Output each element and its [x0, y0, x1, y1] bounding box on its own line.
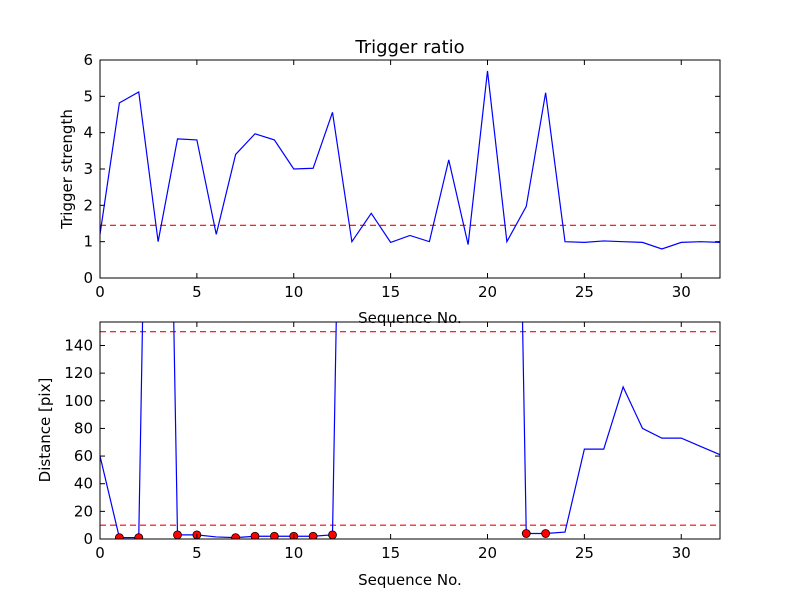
- y-tick-label: 2: [83, 196, 93, 214]
- x-tick-label: 10: [284, 544, 303, 562]
- data-point: [521, 529, 531, 538]
- y-axis-label: Trigger strength: [58, 109, 76, 230]
- axes-frame: [99, 321, 721, 540]
- data-point: [114, 533, 124, 539]
- data-point: [250, 531, 260, 539]
- data-point: [308, 531, 318, 539]
- trigger-ratio-chart: Trigger ratio 0 5 10 15 20 25 30 0 1 2 3 4 5 6 Sequen…: [58, 37, 721, 327]
- data-point: [231, 533, 241, 539]
- x-tick-label: 15: [381, 544, 400, 562]
- y-tick-label: 120: [64, 364, 93, 382]
- y-tick-label: 6: [83, 51, 93, 69]
- plot-area: [100, 70, 720, 250]
- x-tick-label: 15: [381, 283, 400, 301]
- tick-marks: 0 5 10 15 20 25 30 0 20 40 60 80 100 120 140: [64, 322, 720, 562]
- data-point: [173, 530, 182, 539]
- y-tick-label: 20: [74, 502, 93, 520]
- x-tick-label: 30: [672, 283, 691, 301]
- chart-title: Trigger ratio: [354, 37, 464, 58]
- y-tick-label: 100: [64, 392, 93, 410]
- x-axis-label: Sequence No.: [358, 571, 462, 589]
- x-axis-label: Sequence No.: [358, 309, 462, 327]
- data-point: [269, 531, 279, 539]
- y-tick-label: 3: [83, 160, 93, 178]
- distance-chart: 0 5 10 15 20 25 30 0 20 40 60 80 100 120 140 Sequence …: [36, 321, 721, 589]
- x-tick-label: 10: [284, 283, 303, 301]
- y-tick-label: 1: [83, 233, 93, 251]
- y-tick-label: 0: [83, 530, 93, 548]
- data-point: [328, 530, 337, 539]
- series-line: [100, 70, 720, 250]
- x-tick-label: 0: [95, 283, 105, 301]
- y-tick-label: 60: [74, 447, 93, 465]
- y-tick-label: 80: [74, 419, 93, 437]
- y-axis-label: Distance [pix]: [36, 378, 54, 483]
- y-tick-label: 40: [74, 475, 93, 493]
- x-tick-label: 20: [478, 544, 497, 562]
- plot-area: [100, 322, 720, 539]
- y-tick-label: 4: [83, 124, 93, 142]
- series-line: [100, 322, 720, 539]
- x-tick-label: 5: [192, 544, 202, 562]
- x-tick-label: 20: [478, 283, 497, 301]
- x-tick-label: 25: [575, 544, 594, 562]
- x-tick-label: 25: [575, 283, 594, 301]
- x-tick-label: 30: [672, 544, 691, 562]
- data-point: [134, 533, 144, 539]
- y-tick-label: 0: [83, 269, 93, 287]
- y-tick-label: 5: [83, 87, 93, 105]
- tick-marks: 0 5 10 15 20 25 30 0 1 2 3 4 5 6: [83, 51, 720, 301]
- data-point: [541, 529, 551, 538]
- x-tick-label: 0: [95, 544, 105, 562]
- x-tick-label: 5: [192, 283, 202, 301]
- y-tick-label: 140: [64, 336, 93, 354]
